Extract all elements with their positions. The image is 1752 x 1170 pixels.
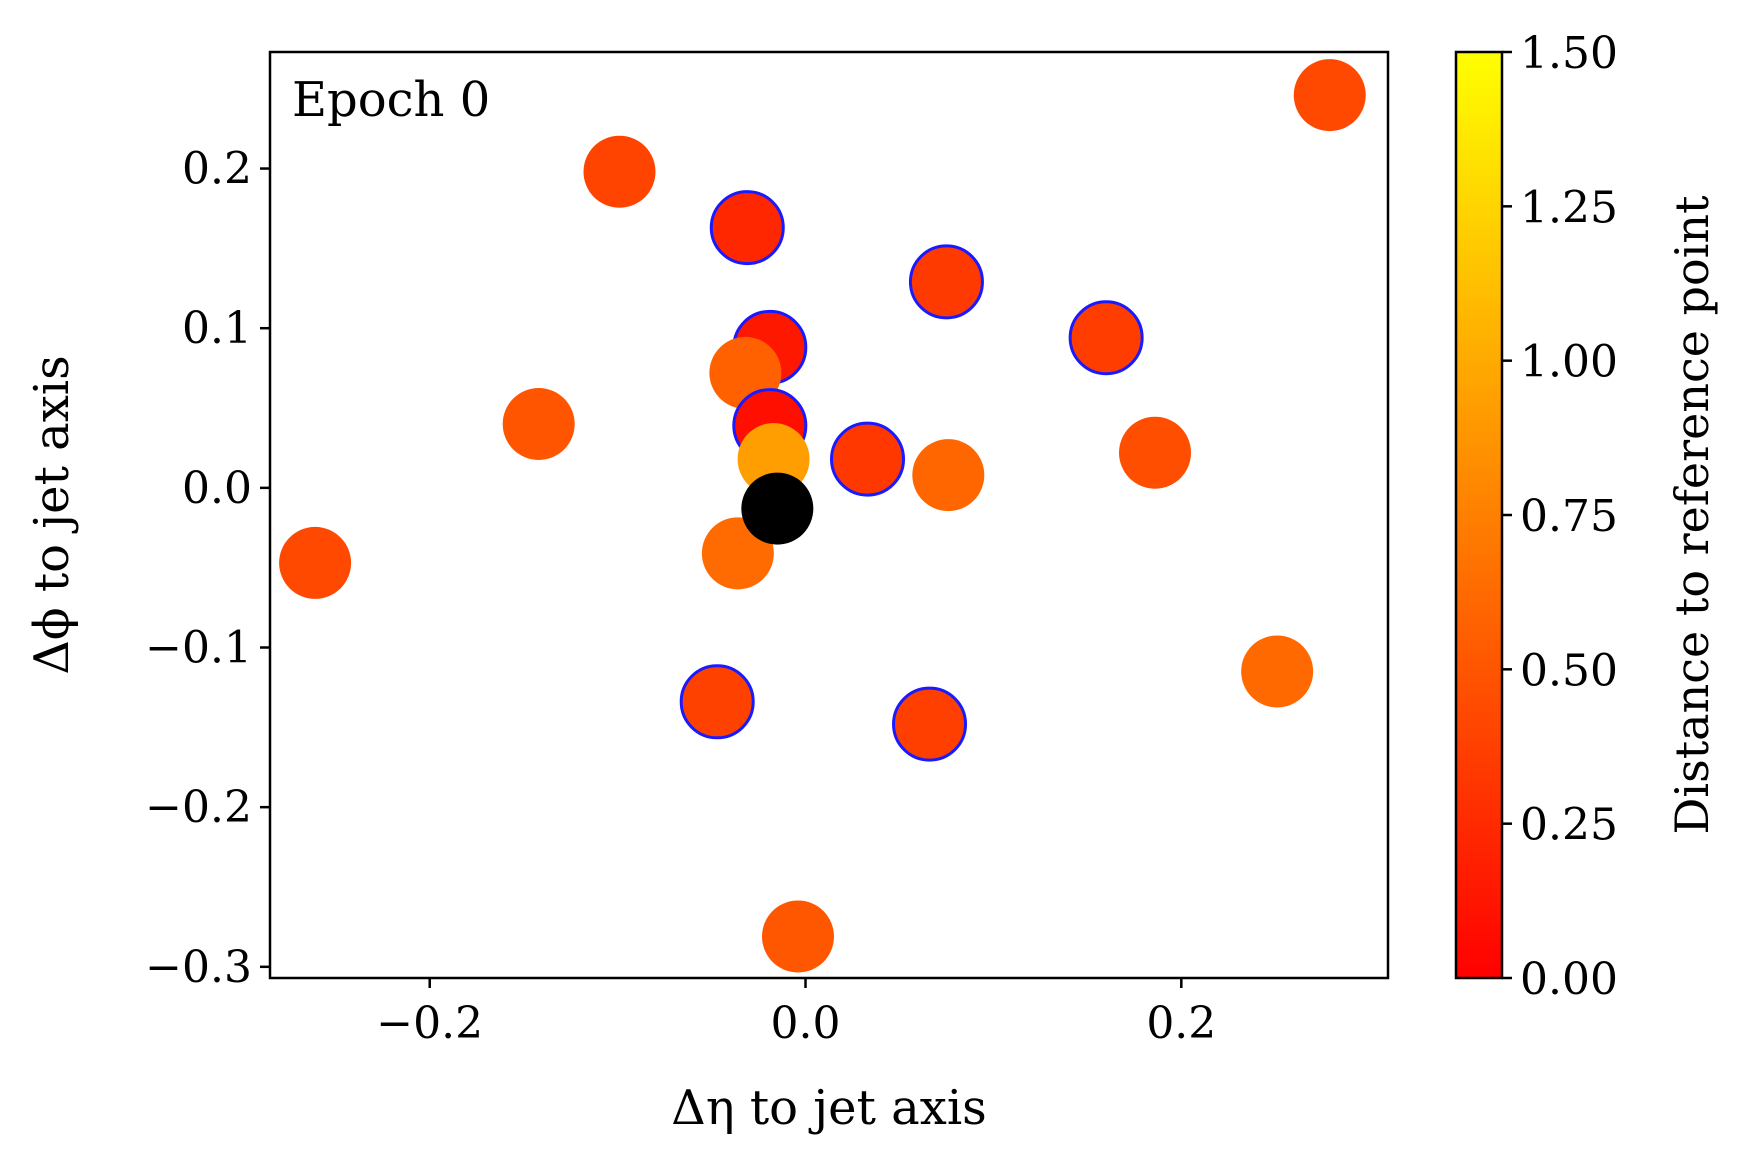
y-tick-label: 0.2 [182,144,252,195]
plot-frame [268,50,1390,980]
colorbar-tick-label: 0.75 [1520,491,1618,542]
x-axis: −0.2 0.0 0.2 [376,978,1216,1049]
x-axis-label: Δη to jet axis [671,1080,987,1136]
scatter-point-8 [502,387,575,460]
scatter-point-19 [761,900,834,973]
scatter-point-3 [709,190,785,266]
scatter-point-12 [830,421,906,497]
scatter-point-2 [583,135,656,208]
epoch-annotation: Epoch 0 [292,72,490,128]
y-axis: −0.3 −0.2 −0.1 0.0 0.1 0.2 [145,144,270,993]
colorbar-tick-label: 0.25 [1520,800,1618,851]
colorbar-gradient [1454,50,1504,980]
scatter-point-1 [1293,59,1366,132]
colorbar-tick-label: 1.00 [1520,337,1618,388]
y-tick-label: 0.1 [182,303,252,354]
scatter-point-5 [1068,300,1144,376]
colorbar-tick-label: 0.50 [1520,645,1618,696]
colorbar: 0.00 0.25 0.50 0.75 1.00 1.25 1.50 Distance to… [1454,28,1719,1005]
colorbar-tick-label: 1.25 [1520,182,1618,233]
scatter-point-4 [908,244,984,320]
colorbar-label: Distance to reference point [1665,195,1719,835]
colorbar-tick-label: 1.50 [1520,28,1618,79]
y-tick-label: −0.2 [145,782,252,833]
scatter-point-18 [892,686,968,762]
y-tick-label: −0.3 [145,942,252,993]
y-tick-label: 0.0 [182,463,252,514]
scatter-point-16 [1241,635,1314,708]
colorbar-ticks: 0.00 0.25 0.50 0.75 1.00 1.25 1.50 [1502,28,1618,1005]
x-tick-label: 0.2 [1146,998,1216,1049]
scatter-point-13 [912,439,985,512]
reference-point [741,472,814,545]
scatter-point-17 [679,664,755,740]
colorbar-tick-label: 0.00 [1520,954,1618,1005]
x-tick-label: −0.2 [376,998,483,1049]
y-tick-label: −0.1 [145,623,252,674]
scatter-point-10 [1119,416,1192,489]
y-axis-label: Δϕ to jet axis [24,355,80,675]
plot-area [279,59,1366,973]
scatter-point-15 [279,526,352,599]
x-tick-label: 0.0 [771,998,841,1049]
